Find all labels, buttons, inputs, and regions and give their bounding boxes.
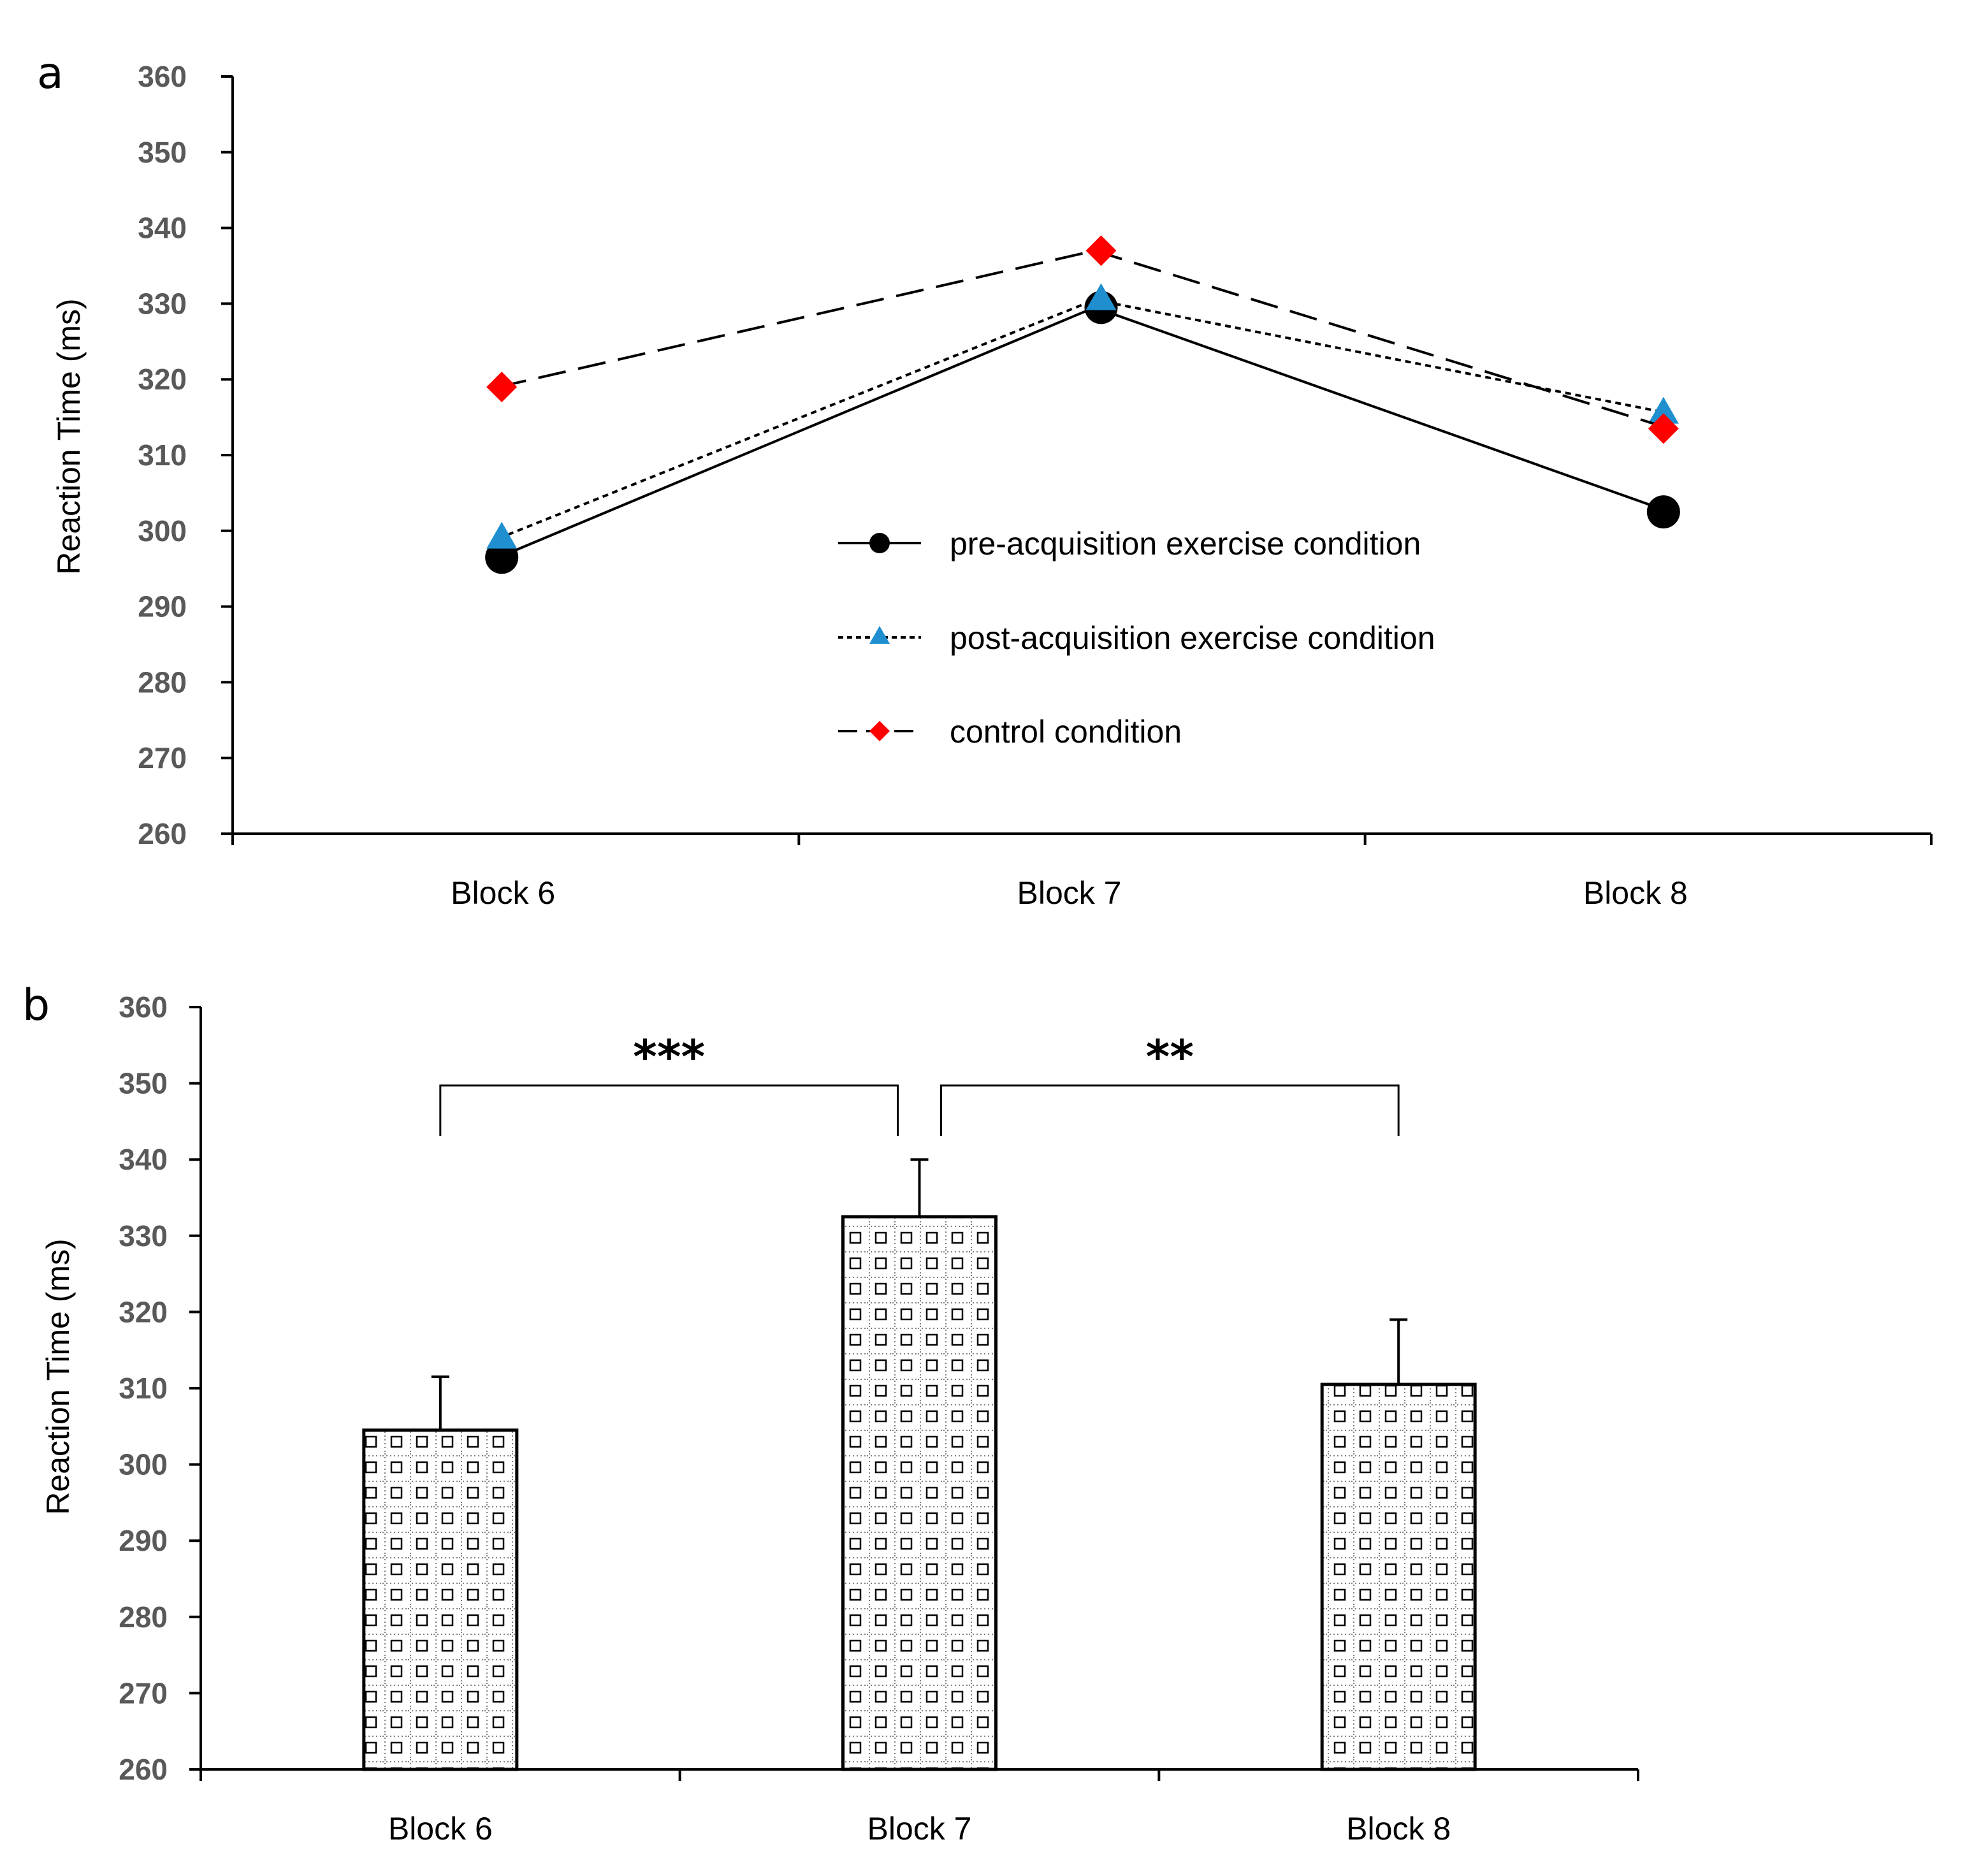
data-point [1646,495,1680,529]
y-tick-label: 310 [119,1372,168,1405]
x-axis-labels: Block 6 Block 7 Block 8 [451,875,1688,911]
bar [362,1428,519,1771]
legend-item-control: control condition [838,714,1182,750]
y-tick-label: 300 [119,1448,168,1481]
legend-item-post: post-acquisition exercise condition [838,620,1435,656]
y-tick-label: 290 [138,590,187,623]
series-2 [486,283,1679,549]
y-tick-label: 330 [138,287,187,320]
y-tick-label: 330 [119,1219,168,1252]
series-3 [486,235,1679,444]
bracket-line [439,1084,899,1136]
y-tick-label: 280 [138,665,187,699]
y-tick-label: 280 [119,1600,168,1634]
x-tick-label: Block 7 [1017,875,1122,911]
legend: pre-acquisition exercise condition post-… [838,526,1435,750]
x-axis-labels: Block 6 Block 7 Block 8 [388,1811,1451,1847]
y-tick-label: 260 [119,1753,168,1786]
y-tick-label: 350 [138,136,187,169]
y-axis: 260 270 280 290 300 310 320 330 340 350 360 [119,991,201,1786]
y-tick-label: 270 [119,1676,168,1709]
series-line [498,249,1671,430]
y-tick-label: 300 [138,514,187,548]
y-tick-label: 360 [138,60,187,93]
line-chart-panel: a Reaction Time (ms) 260 270 280 290 300 310 3… [37,48,1933,911]
significance-label: *** [633,1030,705,1084]
y-tick-label: 360 [119,991,168,1024]
significance-bracket: *** [439,1030,899,1136]
bracket-line [940,1084,1400,1136]
series-line [498,298,1671,540]
panel-label-a: a [37,48,64,99]
y-axis-label: Reaction Time (ms) [40,1238,76,1514]
data-point [486,521,518,549]
bar [1320,1382,1477,1771]
diamond-marker-icon [869,721,890,741]
panel-label-b: b [22,980,50,1031]
series-line [498,306,1671,559]
circle-marker-icon [869,533,890,553]
data-point [1648,396,1679,424]
series-group [485,235,1680,574]
y-tick-label: 350 [119,1067,168,1100]
y-tick-label: 340 [119,1143,168,1176]
y-tick-label: 310 [138,439,187,472]
y-tick-label: 340 [138,212,187,245]
data-point [1085,235,1117,266]
y-axis: 260 270 280 290 300 310 320 330 340 350 360 [138,60,233,850]
significance-label: ** [1146,1030,1194,1084]
significance-bracket: ** [940,1030,1400,1136]
x-tick-label: Block 6 [388,1811,493,1847]
legend-label-pre: pre-acquisition exercise condition [950,526,1421,562]
data-point [1085,283,1117,310]
y-tick-label: 290 [119,1524,168,1557]
legend-label-post: post-acquisition exercise condition [950,620,1435,656]
bar-chart-panel: b Reaction Time (ms) 260 270 280 290 300 310 3… [22,980,1639,1847]
x-tick-label: Block 7 [867,1811,972,1847]
y-axis-label: Reaction Time (ms) [51,298,87,574]
y-tick-label: 320 [119,1295,168,1328]
y-tick-label: 270 [138,741,187,774]
x-tick-label: Block 8 [1346,1811,1451,1847]
x-tick-label: Block 8 [1583,875,1688,911]
bar [841,1215,998,1771]
y-tick-label: 260 [138,817,187,850]
data-point [485,541,519,574]
legend-label-control: control condition [950,714,1182,750]
y-tick-label: 320 [138,363,187,396]
triangle-marker-icon [869,626,890,644]
axes [231,76,1933,845]
legend-item-pre: pre-acquisition exercise condition [838,526,1421,562]
axes [200,1007,1639,1781]
data-point [486,372,518,403]
bars [362,1158,1477,1771]
data-point [1648,413,1679,444]
x-tick-label: Block 6 [451,875,555,911]
significance-brackets: *** ** [439,1030,1400,1136]
